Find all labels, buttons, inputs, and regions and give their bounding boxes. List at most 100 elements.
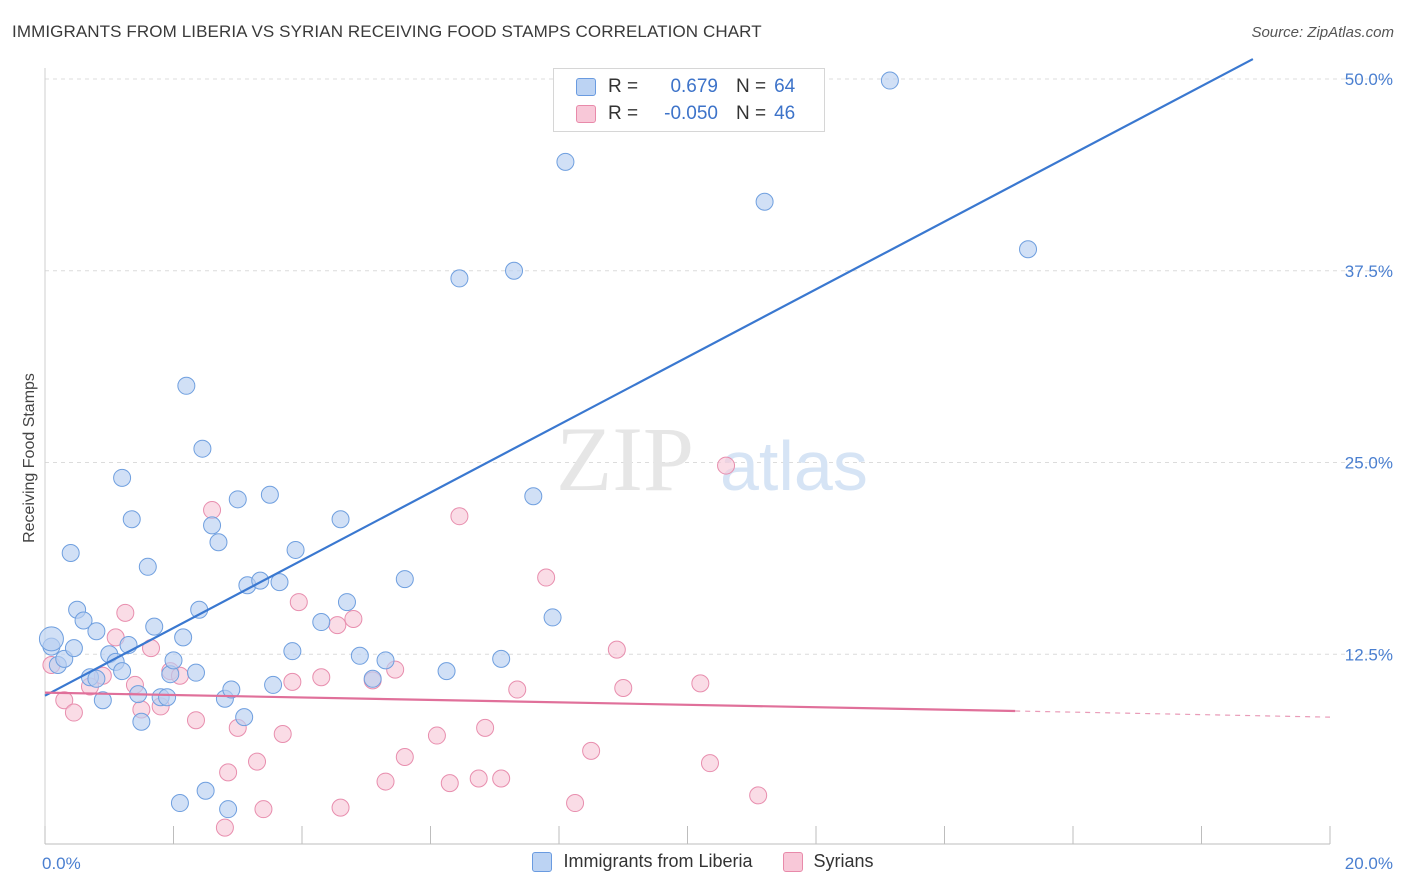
syrians-point [476, 718, 495, 737]
liberia-point [209, 533, 228, 552]
syrians-point [55, 691, 74, 710]
liberia-point [505, 261, 524, 280]
syrians-point [116, 603, 135, 622]
liberia-point [437, 662, 456, 681]
liberia-point [350, 646, 369, 665]
liberia-point [164, 651, 183, 670]
liberia-point [138, 557, 157, 576]
syrians-point [440, 774, 459, 793]
liberia-point [93, 691, 112, 710]
liberia-point [190, 600, 209, 619]
tick-labels: 12.5% 25.0% 37.5% 50.0% 0.0% 20.0% [42, 70, 1393, 873]
liberia-point [174, 628, 193, 647]
series-legend-syrians: Syrians [782, 851, 874, 872]
liberia-point [556, 152, 575, 171]
syrians-point [700, 754, 719, 773]
syrians-point [64, 703, 83, 722]
liberia-point [122, 510, 141, 529]
watermark-atlas: atlas [720, 427, 868, 505]
liberia-point [524, 487, 543, 506]
liberia-point [331, 510, 350, 529]
liberia-point [177, 376, 196, 395]
liberia-point [286, 540, 305, 559]
syrians-point [395, 748, 414, 767]
trend-lines [44, 58, 1331, 718]
syrians-point [614, 678, 633, 697]
liberia-point [219, 800, 238, 819]
syrians-point [376, 772, 395, 791]
liberia-point [228, 490, 247, 509]
liberia-point [87, 669, 106, 688]
legend-r-label: R = [608, 103, 639, 124]
syrians-point [289, 593, 308, 612]
legend-swatch-syrians [576, 105, 596, 123]
liberia-point [87, 622, 106, 641]
syrians-point [344, 609, 363, 628]
liberia-point [145, 617, 164, 636]
liberia-point [1019, 240, 1038, 259]
series-legend-swatch-syrians [782, 851, 803, 872]
syrians-point [607, 640, 626, 659]
series-syrians [42, 456, 768, 837]
syrians-point [203, 501, 222, 520]
liberia-point [755, 192, 774, 211]
syrians-point [566, 794, 585, 813]
syrians-point [492, 769, 511, 788]
syrians-point [248, 752, 267, 771]
liberia-point [196, 781, 215, 800]
syrians-point [328, 616, 347, 635]
liberia-point [312, 613, 331, 632]
liberia-point [158, 688, 177, 707]
syrians-point [427, 726, 446, 745]
syrians-point [508, 680, 527, 699]
liberia-point [283, 642, 302, 661]
y-tick-label: 37.5% [1345, 262, 1393, 281]
series-legend: Immigrants from Liberia Syrians [0, 851, 1406, 872]
series-legend-liberia: Immigrants from Liberia [532, 851, 753, 872]
legend-n-label: N = [736, 103, 767, 124]
syrians-point [537, 568, 556, 587]
legend-swatch-liberia [576, 78, 596, 96]
grid-lines [45, 78, 1390, 655]
syrians-point [450, 507, 469, 526]
liberia-point [880, 71, 899, 90]
liberia-point [186, 663, 205, 682]
liberia-point [450, 269, 469, 288]
legend: R = 0.679 N = 64 R = -0.050 N = 46 [553, 68, 825, 132]
syrians-point [582, 741, 601, 760]
syrians-point [273, 725, 292, 744]
series-legend-swatch-liberia [532, 851, 553, 872]
series-legend-label-syrians: Syrians [813, 851, 874, 871]
syrians-point [215, 818, 234, 837]
series-liberia [38, 71, 1038, 819]
legend-row-syrians: R = -0.050 N = 46 [576, 102, 795, 126]
liberia-point [260, 485, 279, 504]
x-tick-label: 0.0% [42, 854, 81, 873]
y-tick-label: 50.0% [1345, 70, 1393, 89]
liberia-point [222, 680, 241, 699]
syrians-point [219, 763, 238, 782]
series-legend-label-liberia: Immigrants from Liberia [563, 851, 753, 871]
liberia-point [376, 651, 395, 670]
syrians-point [331, 798, 350, 817]
liberia-point [543, 608, 562, 627]
liberia-point [64, 639, 83, 658]
y-tick-label: 12.5% [1345, 645, 1393, 664]
axes [44, 68, 1331, 845]
legend-r-value-syrians: -0.050 [664, 103, 718, 124]
legend-r-label: R = [608, 76, 639, 97]
liberia-point [270, 573, 289, 592]
liberia-point [170, 794, 189, 813]
source-label: Source: ZipAtlas.com [1251, 24, 1394, 41]
legend-n-value-liberia: 64 [774, 76, 796, 97]
chart-title: IMMIGRANTS FROM LIBERIA VS SYRIAN RECEIV… [12, 22, 762, 41]
x-tick-label: 20.0% [1345, 854, 1393, 873]
liberia-point [74, 611, 93, 630]
liberia-point [113, 468, 132, 487]
liberia-point [38, 626, 64, 652]
syrians-trend-line [44, 691, 1016, 713]
liberia-point [264, 675, 283, 694]
liberia-point [203, 516, 222, 535]
y-tick-label: 25.0% [1345, 454, 1393, 473]
